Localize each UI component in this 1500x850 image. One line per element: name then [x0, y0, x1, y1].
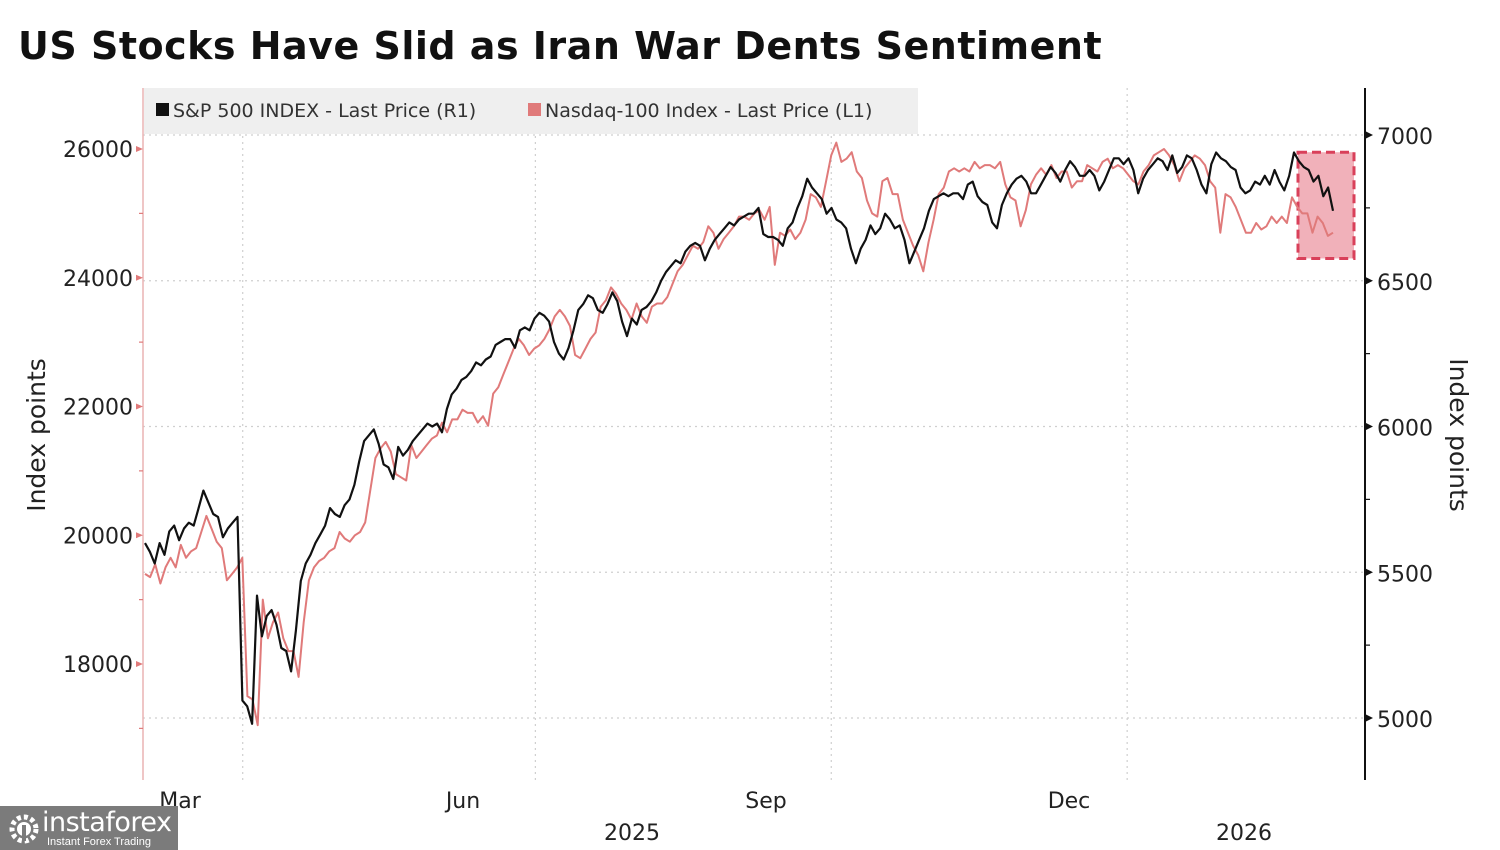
series-lines	[144, 141, 1335, 727]
right-tick-mark	[1365, 714, 1373, 722]
x-tick-label: Sep	[745, 789, 786, 814]
gridlines	[143, 88, 1365, 780]
right-axis-title: Index points	[1444, 358, 1473, 512]
watermark-tagline: Instant Forex Trading	[47, 836, 151, 848]
left-tick-label: 22000	[63, 396, 133, 421]
right-tick-label: 6500	[1377, 271, 1433, 296]
left-tick-label: 26000	[63, 138, 133, 163]
left-axis-title: Index points	[22, 358, 51, 512]
legend: S&P 500 INDEX - Last Price (R1) Nasdaq-10…	[156, 100, 872, 122]
right-tick-label: 5500	[1377, 562, 1433, 587]
right-tick-mark	[1365, 276, 1373, 285]
gear-icon	[9, 814, 39, 844]
left-tick-mark	[136, 403, 143, 410]
legend-label: Nasdaq-100 Index - Last Price (L1)	[545, 100, 872, 122]
sp500-series-line	[144, 151, 1335, 725]
left-tick-mark	[136, 274, 143, 281]
legend-swatch	[528, 103, 541, 116]
left-tick-mark	[136, 146, 143, 152]
right-tick-label: 6000	[1377, 417, 1433, 442]
left-tick-label: 24000	[63, 267, 133, 292]
x-tick-label: Jun	[444, 789, 480, 814]
left-tick-label: 20000	[63, 524, 133, 549]
right-tick-mark	[1365, 568, 1373, 577]
right-tick-mark	[1365, 422, 1373, 431]
axes	[136, 88, 1373, 780]
left-tick-mark	[136, 532, 143, 539]
x-year-label: 2025	[604, 821, 660, 846]
tick-labels: 18000 20000 22000 24000 26000 5000 5500 6000 650…	[22, 125, 1473, 846]
watermark-logo: instaforex Instant Forex Trading	[0, 806, 178, 850]
x-tick-label: Dec	[1048, 789, 1091, 814]
chart-title: US Stocks Have Slid as Iran War Dents Se…	[18, 24, 1103, 68]
x-year-label: 2026	[1216, 821, 1272, 846]
legend-swatch	[156, 103, 169, 116]
right-tick-mark	[1365, 131, 1373, 139]
left-tick-label: 18000	[63, 653, 133, 678]
right-tick-label: 7000	[1377, 125, 1433, 150]
nasdaq-series-line	[144, 141, 1334, 727]
right-tick-label: 5000	[1377, 708, 1433, 733]
legend-label: S&P 500 INDEX - Last Price (R1)	[173, 100, 476, 122]
left-tick-mark	[136, 661, 143, 667]
watermark-name: instaforex	[42, 807, 172, 838]
